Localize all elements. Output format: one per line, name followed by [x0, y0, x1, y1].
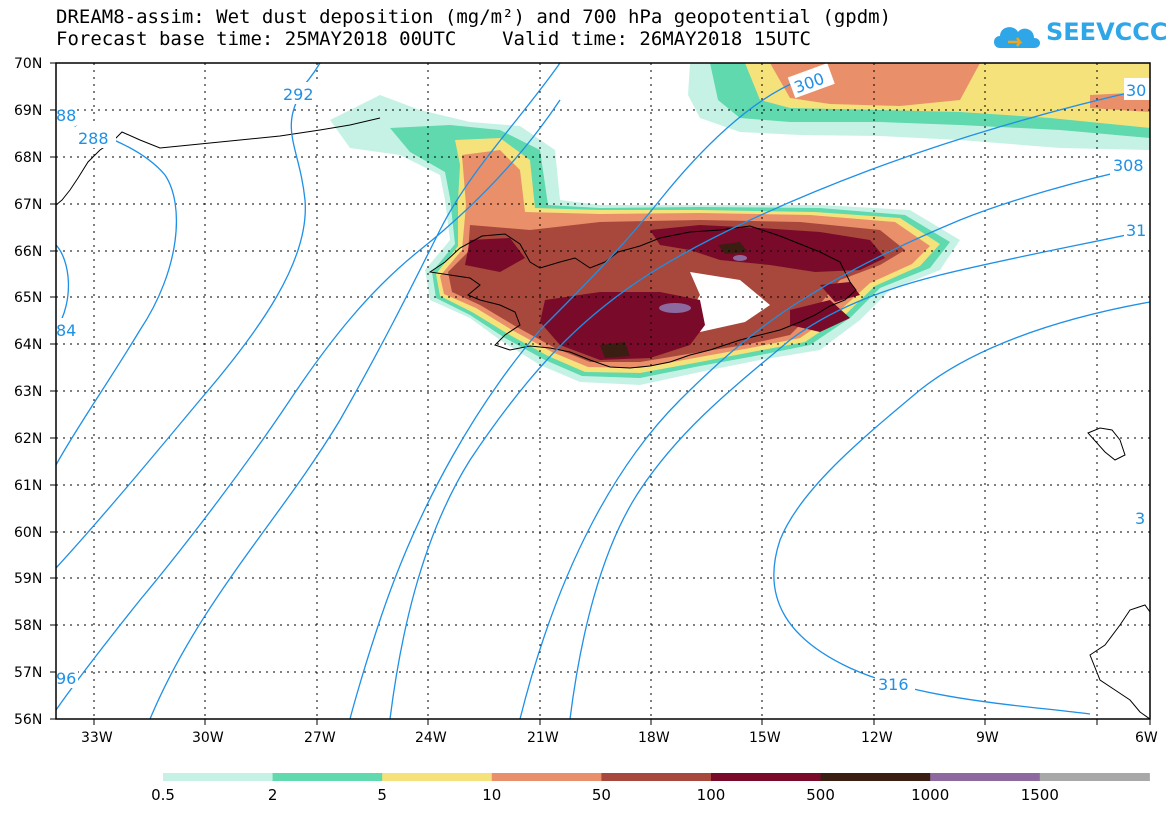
- color-legend: 0.5 2 5 10 50 100 500 1000 1500: [151, 773, 1150, 804]
- lon-label: 33W: [81, 730, 113, 746]
- lat-label: 64N: [14, 337, 42, 353]
- greenland-coast: [55, 117, 381, 206]
- legend-label: 500: [806, 786, 835, 804]
- lat-label: 67N: [14, 197, 42, 213]
- contour-label-30: 30: [1126, 81, 1146, 100]
- map-title: DREAM8-assim: Wet dust deposition (mg/m²…: [56, 6, 892, 28]
- seevccc-logo: [994, 27, 1040, 48]
- lon-label: 6W: [1135, 730, 1158, 746]
- lat-label: 59N: [14, 571, 42, 587]
- graticule: [56, 63, 1150, 719]
- longitude-labels: 33W 30W 27W 24W 21W 18W 15W 12W 9W 6W: [81, 730, 1158, 746]
- geopotential-contours: [55, 62, 1151, 720]
- legend-label: 2: [268, 786, 278, 804]
- lon-label: 24W: [415, 730, 447, 746]
- contour-label-31: 31: [1126, 221, 1146, 240]
- lat-label: 70N: [14, 56, 42, 72]
- contour-label-3: 3: [1135, 509, 1145, 528]
- lon-label: 21W: [527, 730, 559, 746]
- contour-label-308: 308: [1113, 156, 1144, 175]
- legend-label: 0.5: [151, 786, 175, 804]
- lon-label: 27W: [304, 730, 336, 746]
- latitude-labels: 70N 69N 68N 67N 66N 65N 64N 63N 62N 61N …: [14, 56, 42, 728]
- legend-swatch: [272, 773, 383, 781]
- lat-label: 58N: [14, 618, 42, 634]
- legend-swatch: [930, 773, 1041, 781]
- coastlines: [55, 117, 1151, 720]
- contour-label-316: 316: [878, 675, 909, 694]
- legend-swatch: [1039, 773, 1150, 781]
- legend-swatch: [163, 773, 274, 781]
- cloud-icon: [994, 27, 1040, 48]
- lat-label: 60N: [14, 525, 42, 541]
- lon-label: 12W: [861, 730, 893, 746]
- lon-label: 18W: [638, 730, 670, 746]
- iceland-coast: [428, 225, 857, 369]
- legend-swatch: [601, 773, 712, 781]
- lat-label: 69N: [14, 103, 42, 119]
- lon-label: 15W: [749, 730, 781, 746]
- dust-deposition-field: [330, 63, 1150, 385]
- lat-label: 65N: [14, 290, 42, 306]
- lat-label: 62N: [14, 431, 42, 447]
- legend-swatch: [820, 773, 931, 781]
- lat-label: 61N: [14, 478, 42, 494]
- legend-label: 100: [697, 786, 726, 804]
- legend-swatch: [711, 773, 822, 781]
- faroe-coast: [1087, 427, 1126, 461]
- legend-label: 10: [482, 786, 501, 804]
- contour-label-88: 88: [56, 106, 76, 125]
- contour-label-288: 288: [78, 129, 109, 148]
- lat-label: 57N: [14, 665, 42, 681]
- lon-label: 9W: [976, 730, 999, 746]
- legend-label: 50: [592, 786, 611, 804]
- contour-label-292: 292: [283, 85, 314, 104]
- legend-swatch: [382, 773, 493, 781]
- axis-ticks: [50, 62, 1151, 725]
- contour-label-84: 84: [56, 321, 76, 340]
- forecast-times: Forecast base time: 25MAY2018 00UTC Vali…: [56, 28, 811, 50]
- lat-label: 66N: [14, 244, 42, 260]
- lat-label: 56N: [14, 712, 42, 728]
- lon-label: 30W: [192, 730, 224, 746]
- legend-label: 1500: [1021, 786, 1059, 804]
- legend-swatch: [491, 773, 602, 781]
- contour-labels: 292 288 300 308 316 30 31 96 88 84 3: [56, 63, 1150, 695]
- contour-label-96: 96: [56, 669, 76, 688]
- legend-label: 5: [377, 786, 387, 804]
- lat-label: 63N: [14, 384, 42, 400]
- logo-text: SEEVCCC: [1046, 18, 1168, 46]
- legend-label: 1000: [911, 786, 949, 804]
- lat-label: 68N: [14, 150, 42, 166]
